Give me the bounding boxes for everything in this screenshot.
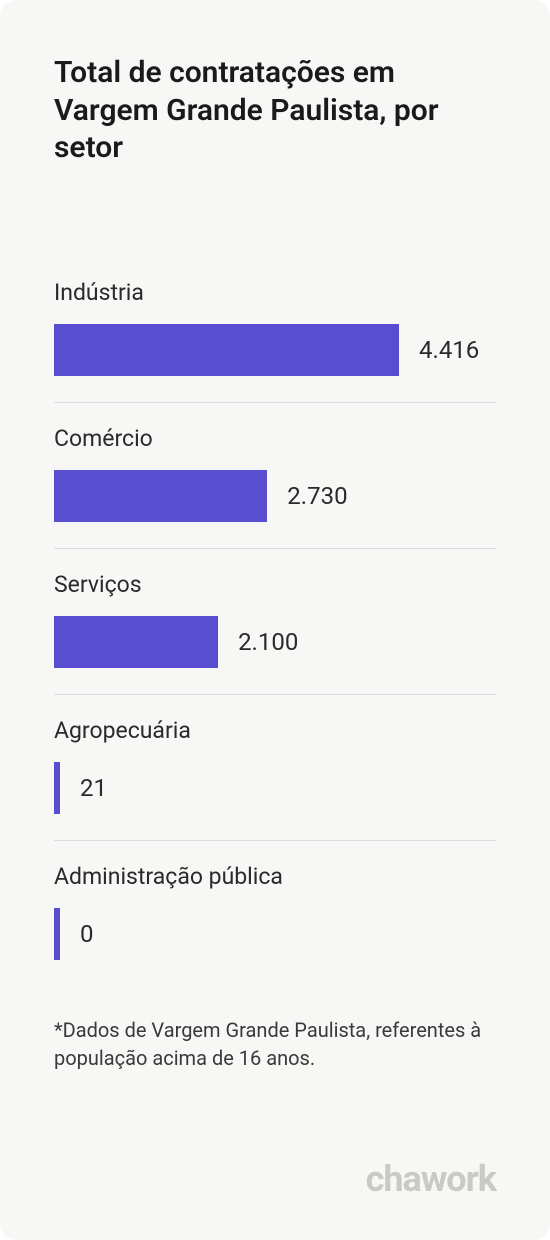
bar (54, 616, 218, 668)
chart-card: Total de contratações em Vargem Grande P… (0, 0, 550, 1240)
bar-line: 21 (54, 762, 496, 814)
chart-row: Agropecuária 21 (54, 695, 496, 841)
bar-line: 0 (54, 908, 496, 960)
chart-row: Serviços 2.100 (54, 549, 496, 695)
chart-title: Total de contratações em Vargem Grande P… (54, 54, 496, 167)
row-label: Comércio (54, 425, 496, 452)
bar-value: 4.416 (419, 336, 479, 364)
bar-value: 21 (80, 774, 107, 802)
chart-row: Administração pública 0 (54, 841, 496, 986)
brand-logo: chawork (366, 1158, 496, 1200)
row-label: Indústria (54, 279, 496, 306)
bar (54, 470, 267, 522)
footnote: *Dados de Vargem Grande Paulista, refere… (54, 1016, 496, 1072)
bar-value: 2.730 (287, 482, 347, 510)
bar-value: 2.100 (238, 628, 298, 656)
bar-line: 2.100 (54, 616, 496, 668)
bar-chart: Indústria 4.416 Comércio 2.730 Serviços 2.100… (54, 257, 496, 986)
row-label: Agropecuária (54, 717, 496, 744)
chart-row: Comércio 2.730 (54, 403, 496, 549)
bar-value: 0 (80, 920, 94, 948)
row-label: Serviços (54, 571, 496, 598)
row-label: Administração pública (54, 863, 496, 890)
bar (54, 762, 60, 814)
bar-line: 2.730 (54, 470, 496, 522)
bar-line: 4.416 (54, 324, 496, 376)
bar (54, 324, 399, 376)
chart-row: Indústria 4.416 (54, 257, 496, 403)
bar (54, 908, 60, 960)
